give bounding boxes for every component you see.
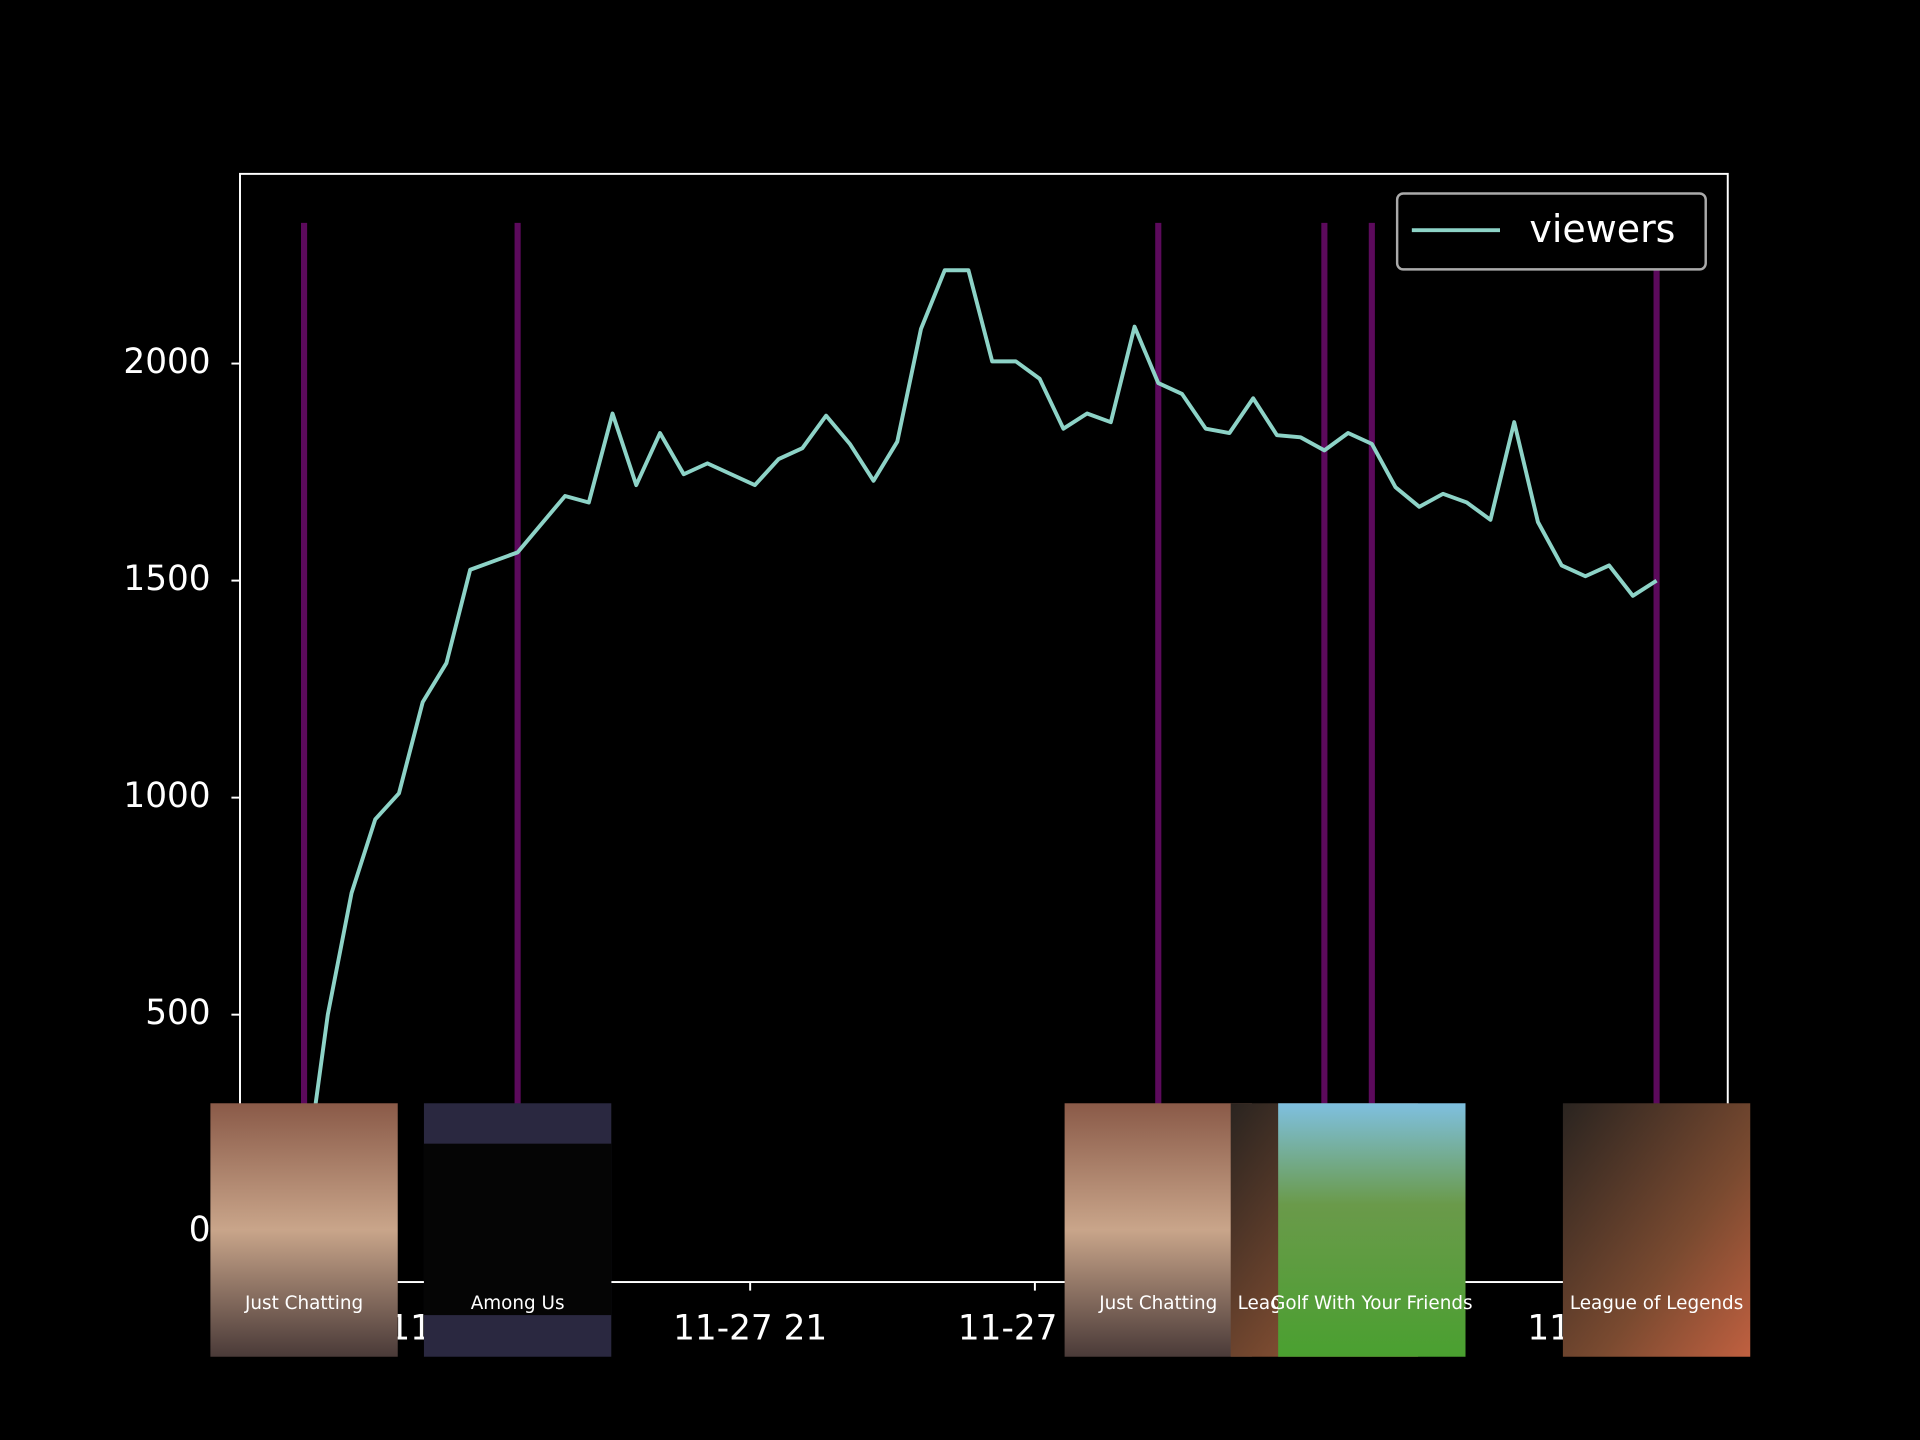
thumbnail-image [1278,1103,1466,1357]
game-label: Among Us [471,1293,565,1314]
thumbnail-image [210,1103,398,1357]
game-thumbnail: League of Legends [1562,1103,1751,1357]
thumbnail-inner [423,1143,612,1316]
thumbnail-image [1064,1103,1252,1357]
game-thumbnail: Just Chatting [210,1103,398,1357]
game-thumbnail: Golf With Your Friends [1271,1103,1473,1357]
game-label: Just Chatting [244,1293,363,1314]
y-tick-label: 500 [145,993,210,1033]
y-tick-label: 1000 [123,776,210,816]
x-tick-label: 11-27 21 [673,1308,827,1348]
legend-label: viewers [1529,207,1675,251]
thumbnail-image [1562,1103,1751,1357]
game-label: League of Legends [1570,1293,1743,1314]
y-tick-label: 0 [189,1210,211,1250]
game-label: Just Chatting [1098,1293,1217,1314]
viewers-line [302,268,1658,1189]
y-tick-label: 1500 [123,559,210,599]
y-tick-label: 2000 [123,342,210,382]
legend-box [1395,192,1707,271]
game-thumbnail: Just Chatting [1064,1103,1252,1357]
axes-frame [239,172,1729,1284]
legend: viewers [1395,192,1707,271]
game-thumbnail: Among Us [423,1103,612,1357]
game-label: Golf With Your Friends [1271,1293,1472,1314]
